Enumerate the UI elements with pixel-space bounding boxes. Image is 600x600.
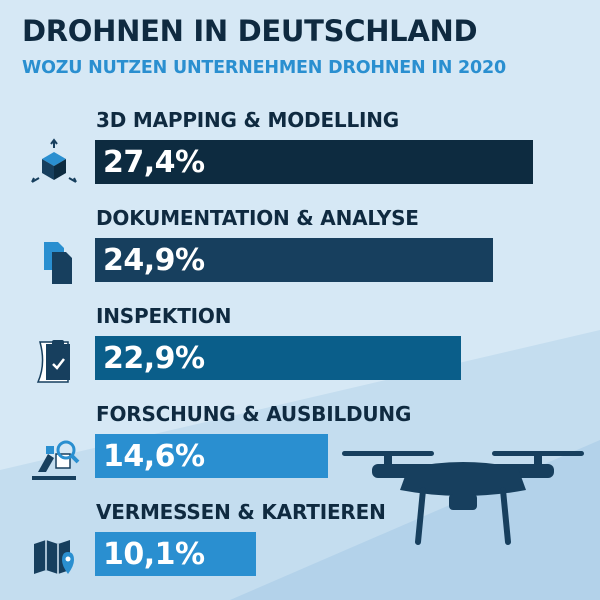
chart-row: 3D MAPPING & MODELLING 27,4% [0,108,600,184]
bar-category-label: VERMESSEN & KARTIEREN [96,500,386,524]
clipboard-icon [36,340,70,383]
bar-category-label: DOKUMENTATION & ANALYSE [96,206,419,230]
drone-icon [342,451,584,545]
bar-value-label: 24,9% [103,243,205,278]
bar-value-label: 22,9% [103,341,205,376]
chart-row: INSPEKTION 22,9% [0,304,600,383]
bar-value-label: 27,4% [103,145,205,180]
documents-icon [44,242,72,284]
bar-category-label: INSPEKTION [96,304,232,328]
bar-value-label: 14,6% [103,439,205,474]
bar [95,238,493,282]
cube-icon [31,138,77,183]
bar [95,336,461,380]
chart-row: DOKUMENTATION & ANALYSE 24,9% [0,206,600,284]
chart-row: FORSCHUNG & AUSBILDUNG 14,6% [0,402,600,480]
bar-category-label: FORSCHUNG & AUSBILDUNG [96,402,412,426]
bar [95,140,533,184]
bar-category-label: 3D MAPPING & MODELLING [96,108,399,132]
bar [95,434,328,478]
page-subtitle: WOZU NUTZEN UNTERNEHMEN DROHNEN IN 2020 [22,58,506,78]
map-icon [34,540,74,574]
chart-row: VERMESSEN & KARTIEREN 10,1% [0,500,600,576]
page-title: DROHNEN IN DEUTSCHLAND [22,14,478,48]
bar [95,532,256,576]
research-icon [32,440,80,480]
bar-value-label: 10,1% [103,537,205,572]
